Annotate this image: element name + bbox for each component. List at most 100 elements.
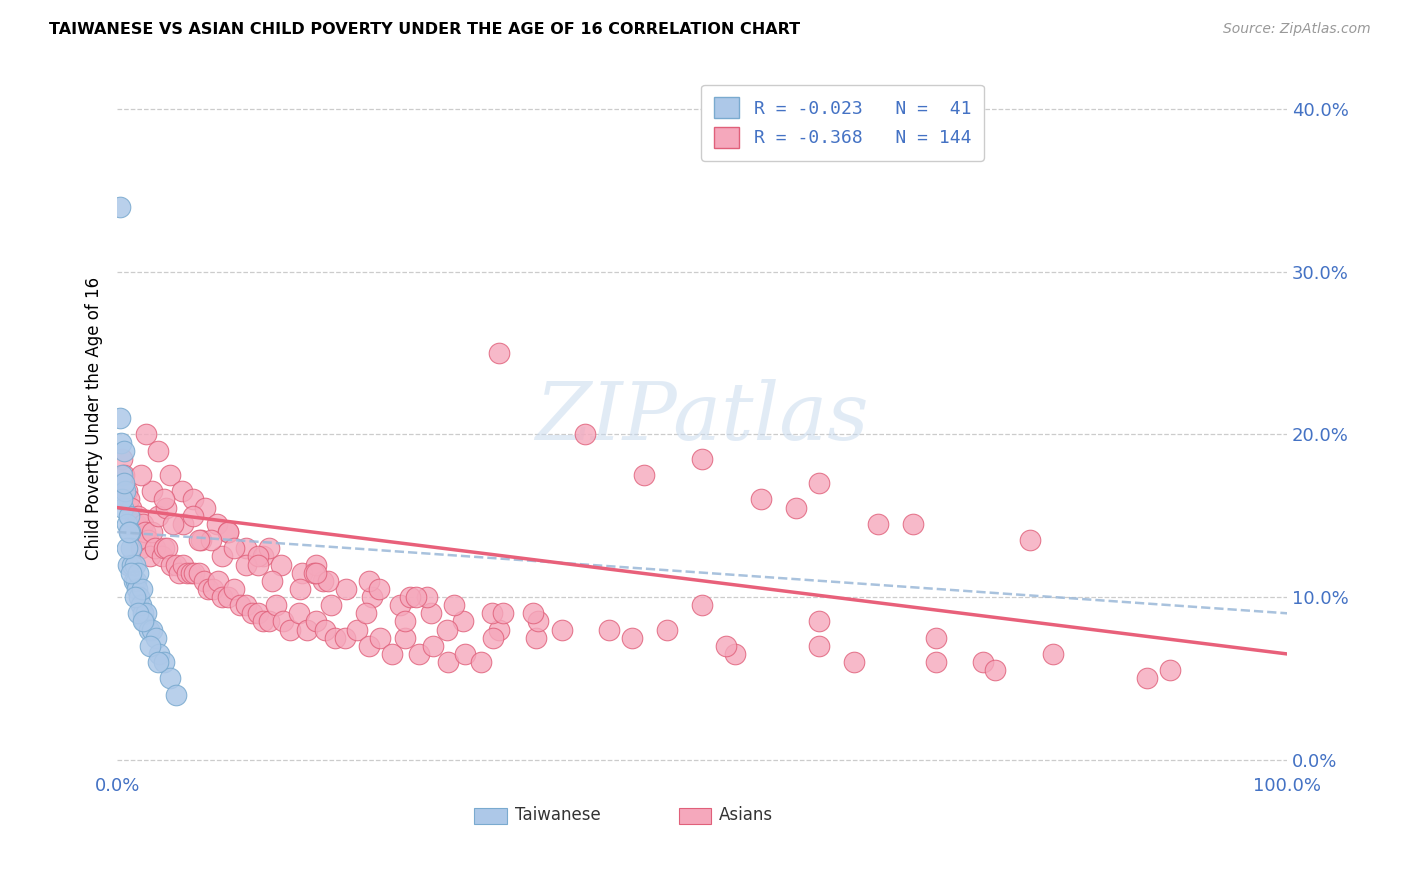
- Point: [252, 615, 274, 629]
- Point: [633, 468, 655, 483]
- Point: [422, 639, 444, 653]
- Point: [488, 346, 510, 360]
- Point: [598, 623, 620, 637]
- Point: [690, 598, 713, 612]
- Point: [114, 484, 136, 499]
- Point: [129, 541, 152, 556]
- Point: [246, 558, 269, 572]
- Point: [398, 590, 420, 604]
- Point: [314, 623, 336, 637]
- Point: [128, 590, 150, 604]
- Point: [224, 582, 246, 596]
- Point: [132, 607, 155, 621]
- Point: [866, 516, 889, 531]
- Point: [139, 639, 162, 653]
- Point: [492, 607, 515, 621]
- Point: [808, 615, 831, 629]
- Point: [111, 492, 134, 507]
- Point: [143, 541, 166, 556]
- Point: [217, 590, 239, 604]
- Point: [316, 574, 339, 588]
- Point: [291, 566, 314, 580]
- Point: [361, 590, 384, 604]
- Point: [146, 443, 169, 458]
- Point: [120, 524, 142, 539]
- Point: [127, 607, 149, 621]
- Point: [202, 582, 225, 596]
- Point: [141, 524, 163, 539]
- Point: [211, 590, 233, 604]
- Point: [305, 566, 328, 580]
- Point: [235, 598, 257, 612]
- Point: [470, 655, 492, 669]
- Point: [620, 631, 643, 645]
- Point: [381, 647, 404, 661]
- Point: [207, 574, 229, 588]
- Point: [972, 655, 994, 669]
- Point: [453, 615, 475, 629]
- Point: [134, 524, 156, 539]
- Text: TAIWANESE VS ASIAN CHILD POVERTY UNDER THE AGE OF 16 CORRELATION CHART: TAIWANESE VS ASIAN CHILD POVERTY UNDER T…: [49, 22, 800, 37]
- Point: [266, 598, 288, 612]
- Text: Asians: Asians: [718, 806, 773, 824]
- Point: [437, 655, 460, 669]
- Point: [120, 500, 142, 515]
- Point: [115, 541, 138, 556]
- Y-axis label: Child Poverty Under the Age of 16: Child Poverty Under the Age of 16: [86, 277, 103, 559]
- Point: [321, 598, 343, 612]
- Point: [145, 631, 167, 645]
- Point: [181, 492, 204, 507]
- Point: [211, 549, 233, 564]
- Point: [288, 582, 311, 596]
- Text: ZIPatlas: ZIPatlas: [536, 379, 869, 457]
- Point: [925, 631, 948, 645]
- Point: [155, 500, 177, 515]
- Point: [122, 516, 145, 531]
- Point: [176, 566, 198, 580]
- Point: [259, 541, 281, 556]
- Point: [901, 516, 924, 531]
- Point: [305, 558, 328, 572]
- Point: [135, 607, 157, 621]
- Point: [197, 582, 219, 596]
- Point: [183, 566, 205, 580]
- Point: [172, 516, 194, 531]
- Point: [112, 476, 135, 491]
- Point: [125, 582, 148, 596]
- Point: [129, 468, 152, 483]
- Point: [1159, 663, 1181, 677]
- Point: [217, 524, 239, 539]
- Point: [224, 541, 246, 556]
- Point: [139, 549, 162, 564]
- Point: [522, 607, 544, 621]
- Point: [453, 647, 475, 661]
- Point: [124, 558, 146, 572]
- Point: [205, 516, 228, 531]
- Point: [160, 558, 183, 572]
- Point: [132, 615, 155, 629]
- Point: [118, 508, 141, 523]
- Point: [270, 558, 292, 572]
- Point: [124, 590, 146, 604]
- Point: [302, 566, 325, 580]
- Point: [240, 607, 263, 621]
- Point: [481, 631, 503, 645]
- Point: [132, 615, 155, 629]
- Point: [112, 500, 135, 515]
- Point: [190, 533, 212, 548]
- Point: [162, 516, 184, 531]
- Point: [295, 623, 318, 637]
- Point: [170, 484, 193, 499]
- Point: [110, 435, 132, 450]
- Point: [188, 566, 211, 580]
- Point: [120, 566, 142, 580]
- Point: [108, 200, 131, 214]
- Point: [278, 623, 301, 637]
- Point: [136, 533, 159, 548]
- Point: [305, 615, 328, 629]
- Point: [419, 607, 441, 621]
- Point: [416, 590, 439, 604]
- Point: [527, 615, 550, 629]
- Point: [127, 508, 149, 523]
- Point: [127, 566, 149, 580]
